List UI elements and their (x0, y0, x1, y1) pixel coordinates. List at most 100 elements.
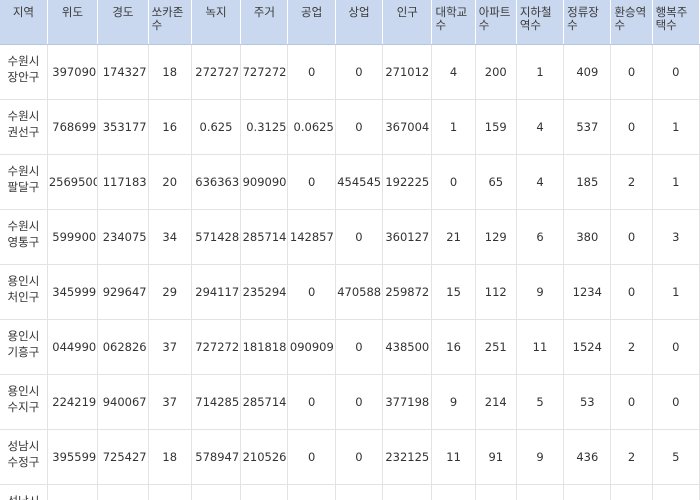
column-header[interactable]: 인구 (382, 0, 433, 45)
region-cell[interactable]: 수원시 팔달구 (0, 154, 48, 210)
table-cell[interactable]: 37 (148, 319, 192, 375)
table-cell[interactable]: 0 (287, 374, 336, 430)
table-cell[interactable]: 11 (516, 319, 565, 375)
table-cell[interactable]: 0.625 (191, 99, 242, 155)
column-header[interactable]: 지하철역수 (516, 0, 565, 45)
region-cell[interactable]: 용인시 기흥구 (0, 319, 48, 375)
table-cell[interactable]: 214 (475, 374, 517, 430)
table-cell[interactable]: 062826 (97, 319, 149, 375)
table-cell[interactable]: 523299 (47, 484, 99, 500)
table-cell[interactable]: 044990 (47, 319, 99, 375)
table-cell[interactable]: 0 (335, 99, 384, 155)
table-cell[interactable]: 0 (610, 209, 653, 265)
table-cell[interactable]: 91 (475, 429, 517, 485)
table-cell[interactable]: 15 (431, 264, 476, 320)
table-cell[interactable]: 224219 (47, 374, 99, 430)
column-header[interactable]: 주거 (240, 0, 289, 45)
table-cell[interactable]: 16 (431, 319, 476, 375)
table-cell[interactable]: 436 (563, 429, 612, 485)
table-cell[interactable]: 090909 (287, 319, 336, 375)
table-cell[interactable]: 1 (431, 99, 476, 155)
column-header[interactable]: 공업 (287, 0, 336, 45)
table-cell[interactable]: 768699 (47, 99, 99, 155)
table-cell[interactable]: 271012 (382, 44, 433, 100)
table-cell[interactable]: 0 (652, 484, 700, 500)
table-cell[interactable]: 2569500 (47, 154, 99, 210)
table-cell[interactable]: 909090 (240, 154, 289, 210)
table-cell[interactable]: 0.3125 (240, 99, 289, 155)
region-cell[interactable]: 성남시 수정구 (0, 429, 48, 485)
table-cell[interactable]: 18 (148, 44, 192, 100)
column-header[interactable]: 정류장수 (563, 0, 612, 45)
table-cell[interactable]: 367004 (382, 99, 433, 155)
table-cell[interactable]: 353177 (97, 99, 149, 155)
table-cell[interactable]: 4 (516, 99, 565, 155)
region-cell[interactable]: 용인시 수지구 (0, 374, 48, 430)
table-cell[interactable]: 0 (287, 429, 336, 485)
table-cell[interactable]: 1 (652, 154, 700, 210)
table-cell[interactable]: 112 (475, 264, 517, 320)
table-cell[interactable]: 537 (563, 99, 612, 155)
table-cell[interactable]: 185 (563, 154, 612, 210)
table-row[interactable]: 용인시 기흥구 044990 062826 37 727272 181818 090909 0… (0, 319, 700, 375)
table-cell[interactable]: 454545 (335, 154, 384, 210)
table-cell[interactable]: 409 (563, 44, 612, 100)
table-cell[interactable]: 11 (431, 429, 476, 485)
table-cell[interactable]: 2 (610, 154, 653, 210)
column-header[interactable]: 상업 (335, 0, 384, 45)
table-cell[interactable]: 940067 (97, 374, 149, 430)
table-cell[interactable]: 159 (475, 99, 517, 155)
table-cell[interactable]: 345999 (47, 264, 99, 320)
table-cell[interactable]: 29 (148, 264, 192, 320)
table-cell[interactable]: 0.0625 (287, 99, 336, 155)
table-row[interactable]: 수원시 장안구 397090 174327 18 272727 727272 0 0 27101… (0, 44, 700, 100)
table-cell[interactable]: 294117 (191, 264, 242, 320)
table-cell[interactable]: 34 (148, 209, 192, 265)
table-cell[interactable]: 395599 (47, 429, 99, 485)
table-cell[interactable]: 380 (563, 209, 612, 265)
column-header[interactable]: 환승역수 (610, 0, 653, 45)
table-cell[interactable]: 111111 (287, 484, 336, 500)
table-cell[interactable]: 9 (431, 374, 476, 430)
table-cell[interactable]: 234075 (97, 209, 149, 265)
table-cell[interactable]: 111111 (335, 484, 384, 500)
table-cell[interactable]: 181818 (240, 319, 289, 375)
table-cell[interactable]: 0 (610, 484, 653, 500)
table-cell[interactable]: 53 (563, 374, 612, 430)
table-cell[interactable]: 1 (431, 484, 476, 500)
table-cell[interactable]: 470588 (335, 264, 384, 320)
table-cell[interactable]: 259872 (382, 264, 433, 320)
table-cell[interactable]: 929647 (97, 264, 149, 320)
table-row[interactable]: 수원시 권선구 768699 353177 16 0.625 0.3125 0.0625 0 3… (0, 99, 700, 155)
region-cell[interactable]: 용인시 처인구 (0, 264, 48, 320)
table-cell[interactable]: 6 (516, 209, 565, 265)
table-cell[interactable]: 210526 (240, 429, 289, 485)
table-cell[interactable]: 1524 (563, 319, 612, 375)
column-header[interactable]: 쏘카존수 (148, 0, 192, 45)
table-cell[interactable]: 0 (431, 154, 476, 210)
column-header[interactable]: 대학교수 (431, 0, 476, 45)
table-cell[interactable]: 883047 (97, 484, 149, 500)
table-row[interactable]: 성남시 수정구 395599 725427 18 578947 210526 0 0 23212… (0, 429, 700, 485)
table-cell[interactable]: 0 (652, 319, 700, 375)
table-cell[interactable]: 0 (335, 209, 384, 265)
table-cell[interactable]: 599900 (47, 209, 99, 265)
table-cell[interactable]: 377198 (382, 374, 433, 430)
table-cell[interactable]: 20 (148, 154, 192, 210)
table-cell[interactable]: 129 (475, 209, 517, 265)
table-cell[interactable]: 725427 (97, 429, 149, 485)
table-cell[interactable]: 0 (287, 264, 336, 320)
table-row[interactable]: 수원시 영통구 599900 234075 34 571428 285714 142857 0… (0, 209, 700, 265)
table-cell[interactable]: 0 (610, 44, 653, 100)
table-cell[interactable]: 578947 (191, 429, 242, 485)
table-cell[interactable]: 1 (516, 484, 565, 500)
table-cell[interactable]: 571428 (191, 209, 242, 265)
table-cell[interactable]: 0 (610, 264, 653, 320)
table-cell[interactable]: 438500 (382, 319, 433, 375)
table-cell[interactable]: 0 (335, 44, 384, 100)
table-row[interactable]: 수원시 팔달구 2569500 117183 20 636363 909090 0 45454… (0, 154, 700, 210)
table-cell[interactable]: 0 (335, 319, 384, 375)
table-cell[interactable]: 636363 (191, 154, 242, 210)
table-cell[interactable]: 285714 (240, 209, 289, 265)
table-cell[interactable]: 79 (475, 484, 517, 500)
